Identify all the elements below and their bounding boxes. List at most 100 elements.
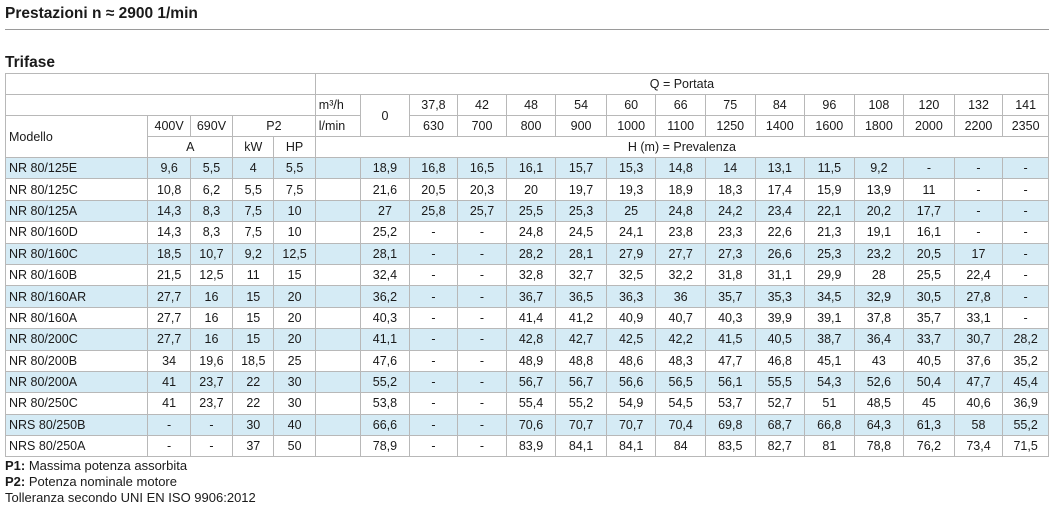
value-cell: - [408,349,459,372]
value-cell: 23,7 [189,370,234,394]
legend-p2-key: P2: [5,474,26,489]
model-cell: NR 80/160A [4,306,149,330]
value-cell: 22 [232,370,275,394]
value-cell: 30,5 [903,285,955,308]
table-row: NR 80/160AR 27,7 16 15 20 36,2- -36,7 36,5 36,3 3… [4,285,1049,308]
value-cell: 36,7 [505,285,557,308]
value-cell: 15,7 [555,156,607,180]
value-cell: 76,2 [903,435,955,458]
value-cell: 55,2 [360,370,410,394]
model-header: Modello [4,115,149,158]
flow-m3h-cell: 84 [754,94,806,116]
value-cell: 7,5 [273,178,316,201]
value-cell: - [457,221,507,244]
flow-lmin-cell: 1000 [605,115,657,137]
flow-m3h-cell: 60 [605,94,657,116]
value-cell: 36,3 [605,285,657,308]
table-row: NR 80/200A 41 23,7 22 30 55,2- -56,7 56,7 56,6 56… [4,370,1049,394]
value-cell: 68,7 [754,413,806,437]
value-cell: 25,7 [457,199,507,223]
model-cell: NR 80/125A [4,199,149,223]
value-cell: 36,9 [1002,392,1049,415]
kw-header: kW [232,136,275,158]
value-cell: 17,7 [903,199,955,223]
flow-lmin-cell: 1250 [704,115,756,137]
flow-m3h-cell: 54 [555,94,607,116]
value-cell: 25,5 [903,263,955,287]
value-cell: 71,5 [1002,435,1049,458]
value-cell: 48,3 [655,349,706,372]
value-cell: 20,3 [457,178,507,201]
value-cell: 47,7 [953,370,1004,394]
value-cell: - [189,435,234,458]
flow-m3h-cell: 120 [903,94,955,116]
value-cell: 22,6 [754,221,806,244]
value-cell: 9,2 [853,156,905,180]
value-cell: 9,6 [147,156,191,180]
value-cell: 15 [232,328,275,351]
model-cell: NR 80/160D [4,221,149,244]
value-cell: 5,5 [232,178,275,201]
value-cell: 12,5 [189,263,234,287]
value-cell: - [953,199,1004,223]
value-cell: 5,5 [189,156,234,180]
value-cell: 35,7 [903,306,955,330]
value-cell: 24,1 [605,221,657,244]
value-cell: 51 [804,392,855,415]
table-row: NR 80/160C 18,5 10,7 9,2 12,5 28,1- -28,2 28,1 2… [4,242,1049,265]
legend-p1-key: P1: [5,458,26,473]
value-cell: 24,8 [505,221,557,244]
value-cell: 16 [189,328,234,351]
flow-m3h-cell: 141 [1002,94,1049,116]
v400-header: 400V [147,115,191,137]
model-cell: NR 80/200A [4,370,149,394]
value-cell: 40,3 [704,306,756,330]
value-cell: 41,4 [505,306,557,330]
value-cell: 20,2 [853,199,905,223]
value-cell: 84,1 [605,435,657,458]
flow-lmin-cell: 2200 [953,115,1004,137]
value-cell: 24,8 [655,199,706,223]
value-cell: 36,5 [555,285,607,308]
value-cell: - [147,435,191,458]
value-cell: 25 [605,199,657,223]
table-row: NR 80/125C 10,8 6,2 5,5 7,5 21,6 20,5 20,3 20 19,… [4,178,1049,201]
value-cell: 54,5 [655,392,706,415]
value-cell: 23,3 [704,221,756,244]
value-cell: - [408,242,459,265]
value-cell: 17,4 [754,178,806,201]
value-cell: 73,4 [953,435,1004,458]
value-cell: 42,8 [505,328,557,351]
value-cell: 78,8 [853,435,905,458]
table-row: NR 80/125A 14,3 8,3 7,5 10 27 25,8 25,7 25,5 25,3… [4,199,1049,223]
value-cell: 48,5 [853,392,905,415]
value-cell: 40,6 [953,392,1004,415]
value-cell: - [457,242,507,265]
value-cell: - [1002,178,1049,201]
model-cell: NR 80/160B [4,263,149,287]
table-row: NR 80/200B 34 19,6 18,5 25 47,6- -48,9 48,8 48,6… [4,349,1049,372]
value-cell: 70,7 [605,413,657,437]
value-cell: 36,4 [853,328,905,351]
value-cell: - [1002,221,1049,244]
value-cell: - [408,328,459,351]
unit-spacer-cell [314,178,362,201]
value-cell: - [457,306,507,330]
value-cell: 14,8 [655,156,706,180]
value-cell: - [408,263,459,287]
value-cell: - [408,306,459,330]
value-cell: 15,3 [605,156,657,180]
value-cell: 39,9 [754,306,806,330]
flow-lmin-cell: 800 [505,115,557,137]
value-cell: - [408,285,459,308]
value-cell: 30,7 [953,328,1004,351]
value-cell: - [408,221,459,244]
value-cell: 45,1 [804,349,855,372]
value-cell: 53,8 [360,392,410,415]
flow-lmin-cell: 1800 [853,115,905,137]
value-cell: 16,8 [408,156,459,180]
page-title: Prestazioni n ≈ 2900 1/min [5,5,1049,30]
value-cell: 30 [273,392,316,415]
performance-table: Q = Portata m³/h 0 37,8 42 48 54 60 66 75 84 96 1… [4,73,1050,458]
legend-p2: P2: Potenza nominale motore [5,474,256,490]
